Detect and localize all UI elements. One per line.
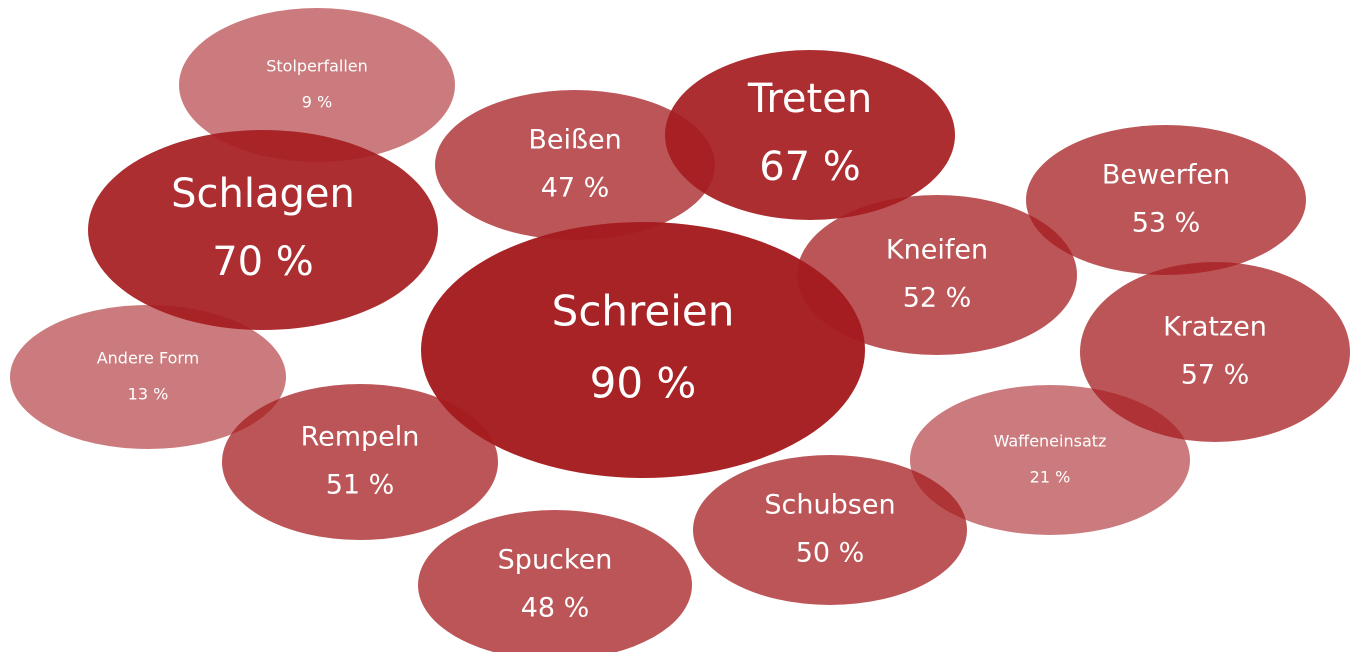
bubble-label: Kneifen	[886, 235, 988, 266]
bubble-value-label: 21 %	[1030, 468, 1071, 487]
bubble-label: Waffeneinsatz	[994, 432, 1107, 451]
bubble-value-label: 90 %	[590, 359, 697, 408]
bubble-label: Schlagen	[171, 171, 355, 217]
bubble-label: Bewerfen	[1102, 160, 1230, 191]
bubble	[88, 130, 438, 330]
bubble-value-label: 57 %	[1181, 360, 1250, 391]
bubble	[665, 50, 955, 220]
bubble-label: Kratzen	[1163, 312, 1267, 343]
bubble-label: Beißen	[528, 125, 621, 156]
bubble-label: Schreien	[552, 287, 735, 336]
bubble-value-label: 47 %	[541, 173, 610, 204]
bubble-value-label: 48 %	[521, 593, 590, 624]
bubble-label: Rempeln	[301, 422, 420, 453]
bubble	[418, 510, 692, 652]
bubble	[1026, 125, 1306, 275]
bubble-value-label: 67 %	[759, 144, 861, 190]
bubble-label: Andere Form	[97, 349, 200, 368]
bubble-value-label: 51 %	[326, 470, 395, 501]
bubble	[910, 385, 1190, 535]
bubble-label: Stolperfallen	[266, 57, 368, 76]
bubble-value-label: 70 %	[212, 239, 314, 285]
bubble-value-label: 9 %	[302, 93, 332, 112]
bubble	[179, 8, 455, 162]
bubble	[1080, 262, 1350, 442]
bubble	[797, 195, 1077, 355]
bubble-value-label: 52 %	[903, 283, 972, 314]
bubble-label: Treten	[747, 76, 872, 122]
bubble	[435, 90, 715, 240]
bubble-value-label: 50 %	[796, 538, 865, 569]
bubble	[421, 222, 865, 478]
bubble	[222, 384, 498, 540]
bubble-label: Spucken	[498, 545, 613, 576]
bubble-value-label: 53 %	[1132, 208, 1201, 239]
bubble	[693, 455, 967, 605]
bubble	[10, 305, 286, 449]
bubble-label: Schubsen	[764, 490, 895, 521]
bubble-value-label: 13 %	[128, 385, 169, 404]
